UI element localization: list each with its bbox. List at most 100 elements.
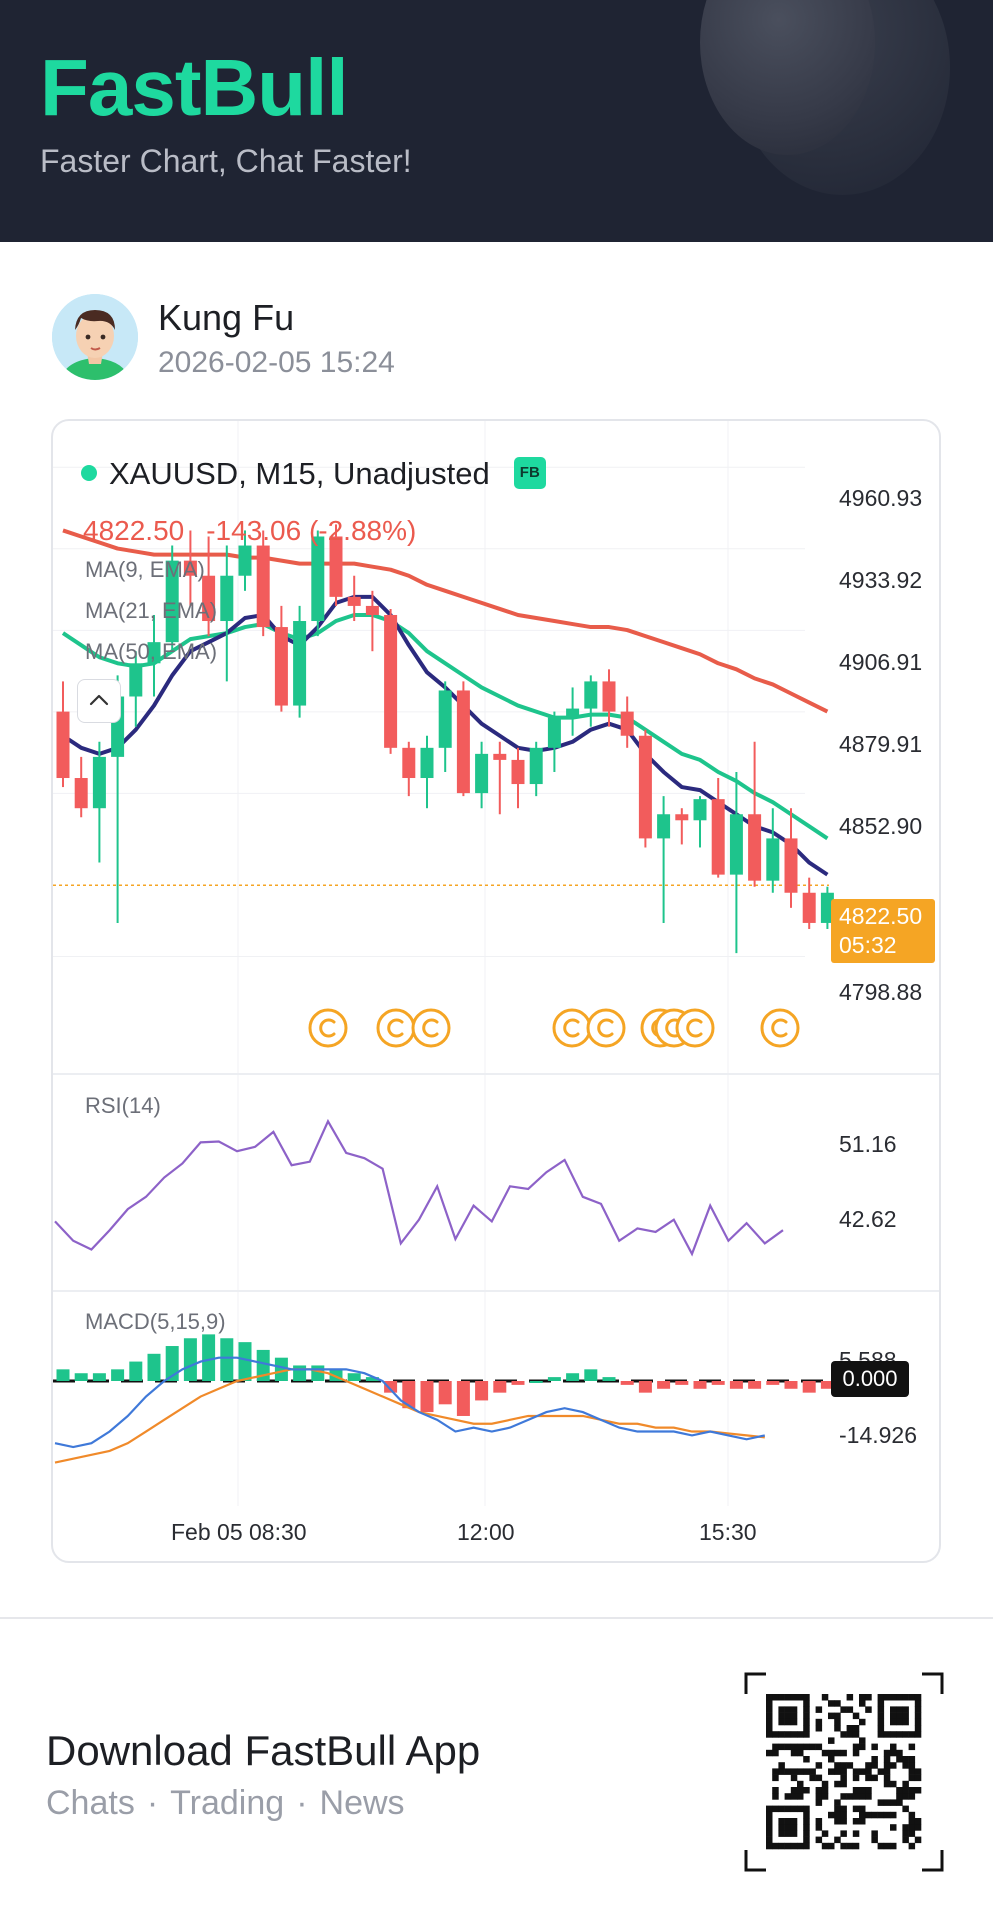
qr-module bbox=[890, 1799, 897, 1806]
candle-body bbox=[420, 747, 434, 779]
link-trading[interactable]: Trading bbox=[170, 1784, 285, 1822]
qr-module bbox=[784, 1842, 792, 1850]
qr-module bbox=[815, 1818, 823, 1825]
qr-module bbox=[908, 1787, 916, 1794]
qr-module bbox=[871, 1811, 878, 1819]
qr-module bbox=[784, 1793, 792, 1800]
qr-module bbox=[797, 1694, 804, 1701]
qr-module bbox=[865, 1787, 872, 1794]
qr-module bbox=[834, 1725, 841, 1732]
qr-module bbox=[914, 1712, 922, 1720]
qr-module bbox=[828, 1749, 835, 1757]
chevron-up-icon[interactable] bbox=[77, 679, 121, 723]
qr-module bbox=[834, 1718, 841, 1726]
qr-module bbox=[815, 1718, 823, 1726]
macd-histogram-bar bbox=[329, 1369, 343, 1381]
qr-module bbox=[803, 1712, 810, 1720]
qr-module bbox=[914, 1706, 922, 1713]
macd-histogram-bar bbox=[729, 1381, 743, 1389]
event-marker-icon bbox=[319, 1018, 336, 1038]
last-price: 4822.50 bbox=[83, 515, 185, 546]
header-banner: FastBull Faster Chart, Chat Faster! bbox=[0, 0, 993, 242]
qr-module bbox=[803, 1805, 810, 1813]
qr-module bbox=[828, 1768, 835, 1775]
qr-module bbox=[778, 1805, 785, 1813]
qr-module bbox=[883, 1842, 891, 1850]
download-title[interactable]: Download FastBull App bbox=[46, 1727, 481, 1774]
qr-module bbox=[797, 1793, 804, 1800]
macd-histogram-bar bbox=[638, 1381, 652, 1393]
qr-module bbox=[877, 1725, 885, 1732]
qr-module bbox=[790, 1718, 798, 1726]
qr-module bbox=[828, 1811, 835, 1819]
qr-module bbox=[766, 1842, 773, 1850]
qr-module bbox=[890, 1694, 897, 1701]
qr-module bbox=[890, 1824, 897, 1831]
macd-histogram-bar bbox=[183, 1338, 197, 1381]
link-news[interactable]: News bbox=[319, 1784, 405, 1822]
qr-module bbox=[821, 1793, 829, 1800]
qr-module bbox=[852, 1712, 860, 1720]
qr-module bbox=[908, 1762, 916, 1769]
qr-module bbox=[902, 1836, 909, 1844]
macd-histogram-bar bbox=[347, 1373, 361, 1381]
link-chats[interactable]: Chats bbox=[46, 1784, 135, 1822]
qr-module bbox=[902, 1793, 909, 1800]
candle-body bbox=[802, 892, 816, 923]
candle-body bbox=[402, 747, 416, 779]
qr-module bbox=[797, 1805, 804, 1813]
post-author[interactable]: Kung Fu bbox=[158, 297, 295, 338]
macd-histogram-bar bbox=[529, 1381, 543, 1383]
event-marker-icon bbox=[771, 1018, 788, 1038]
candle-body bbox=[293, 621, 307, 706]
macd-histogram-bar bbox=[129, 1361, 143, 1381]
qr-module bbox=[914, 1694, 922, 1701]
candle-body bbox=[584, 681, 598, 709]
qr-module bbox=[859, 1718, 866, 1726]
qr-module bbox=[772, 1774, 779, 1782]
candle-body bbox=[784, 838, 798, 893]
qr-module bbox=[914, 1836, 922, 1844]
qr-module bbox=[778, 1694, 785, 1701]
qr-module bbox=[859, 1743, 866, 1751]
symbol-label: XAUUSD, M15, Unadjusted bbox=[109, 455, 490, 491]
qr-module bbox=[840, 1768, 847, 1775]
qr-module bbox=[840, 1731, 847, 1738]
y-tick-label: 4798.88 bbox=[839, 979, 923, 1005]
qr-module bbox=[877, 1694, 885, 1701]
candlestick-chart[interactable] bbox=[53, 421, 941, 1563]
macd-histogram-bar bbox=[384, 1381, 398, 1393]
qr-module bbox=[883, 1799, 891, 1806]
qr-module bbox=[815, 1793, 823, 1800]
macd-histogram-bar bbox=[547, 1377, 561, 1381]
event-marker-icon bbox=[552, 1008, 592, 1048]
event-marker-icon bbox=[760, 1008, 800, 1048]
candle-body bbox=[329, 536, 343, 597]
qr-module bbox=[784, 1743, 792, 1751]
qr-module bbox=[784, 1824, 792, 1831]
qr-module bbox=[778, 1712, 785, 1720]
qr-module bbox=[890, 1743, 897, 1751]
qr-module bbox=[803, 1830, 810, 1837]
qr-module bbox=[871, 1762, 878, 1769]
candle-body bbox=[638, 735, 652, 839]
qr-module bbox=[883, 1749, 891, 1757]
qr-code-icon[interactable] bbox=[744, 1672, 944, 1872]
y-tick-label: 4879.91 bbox=[839, 731, 923, 757]
macd-label: MACD(5,15,9) bbox=[85, 1309, 226, 1334]
candle-body bbox=[56, 711, 70, 779]
candle-body bbox=[529, 747, 543, 785]
macd-histogram-bar bbox=[693, 1381, 707, 1389]
qr-module bbox=[840, 1818, 847, 1825]
chart-card[interactable]: XAUUSD, M15, Unadjusted FB 4822.50 -143.0… bbox=[51, 419, 941, 1563]
rsi-label: RSI(14) bbox=[85, 1093, 161, 1118]
qr-module bbox=[908, 1743, 916, 1751]
macd-histogram-bar bbox=[602, 1377, 616, 1381]
macd-tick-label: -14.926 bbox=[839, 1422, 918, 1448]
boy-avatar-icon[interactable] bbox=[52, 294, 138, 380]
qr-module bbox=[914, 1787, 922, 1794]
qr-module bbox=[803, 1718, 810, 1726]
event-marker-icon bbox=[675, 1008, 715, 1048]
qr-module bbox=[778, 1762, 785, 1769]
price-tag-value: 4822.50 bbox=[839, 903, 923, 929]
